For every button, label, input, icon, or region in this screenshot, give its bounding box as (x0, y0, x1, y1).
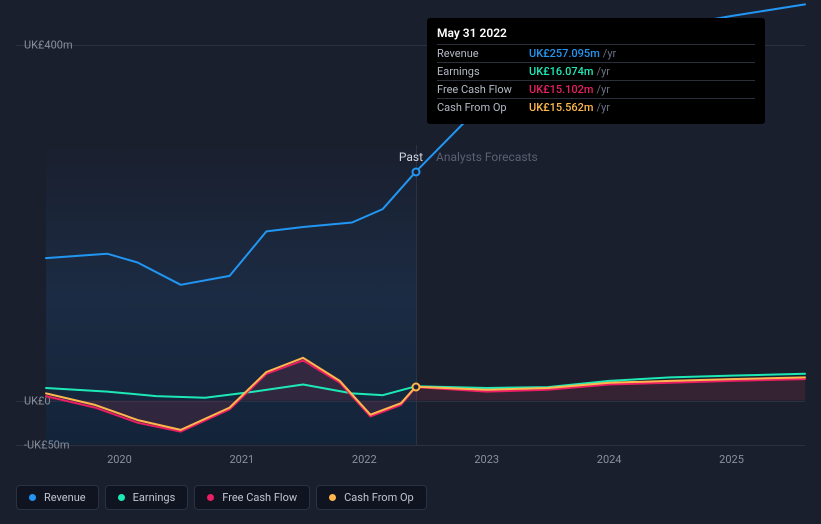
chart-container: UK£400mUK£0-UK£50m Past Analysts Forecas… (16, 0, 805, 524)
x-axis-label: 2021 (229, 453, 254, 466)
legend-item-label: Free Cash Flow (222, 491, 297, 504)
tooltip-row-unit: /yr (597, 101, 610, 114)
tooltip-row-label: Free Cash Flow (437, 83, 529, 96)
tooltip-row: Cash From OpUK£15.562m/yr (437, 98, 755, 116)
legend-item-label: Earnings (133, 491, 176, 504)
marker-revenue (411, 167, 420, 176)
legend-item-label: Cash From Op (344, 491, 414, 504)
legend-item-label: Revenue (44, 491, 86, 504)
tooltip-row: EarningsUK£16.074m/yr (437, 62, 755, 80)
tooltip-row-value: UK£15.562m (529, 101, 594, 114)
legend-dot-icon (29, 494, 36, 501)
tooltip-row-unit: /yr (597, 83, 610, 96)
y-gridline (16, 445, 805, 446)
tooltip-row-value: UK£15.102m (529, 83, 594, 96)
legend-item-earnings[interactable]: Earnings (105, 485, 189, 510)
x-axis-label: 2020 (107, 453, 132, 466)
legend-dot-icon (118, 494, 125, 501)
x-axis-label: 2022 (352, 453, 377, 466)
tooltip-row-unit: /yr (603, 47, 616, 60)
legend-item-fcf[interactable]: Free Cash Flow (194, 485, 310, 510)
tooltip-date: May 31 2022 (437, 26, 755, 44)
tooltip-row-label: Cash From Op (437, 101, 529, 114)
marker-cfo (411, 382, 420, 391)
legend-item-cfo[interactable]: Cash From Op (316, 485, 427, 510)
tooltip-row-label: Revenue (437, 47, 529, 60)
x-axis-label: 2025 (719, 453, 744, 466)
tooltip-row-value: UK£257.095m (529, 47, 600, 60)
tooltip-row-unit: /yr (597, 65, 610, 78)
tooltip-row-value: UK£16.074m (529, 65, 594, 78)
legend: Revenue Earnings Free Cash Flow Cash From O… (16, 485, 427, 510)
legend-dot-icon (207, 494, 214, 501)
x-axis-label: 2024 (597, 453, 622, 466)
legend-item-revenue[interactable]: Revenue (16, 485, 99, 510)
x-axis-label: 2023 (474, 453, 499, 466)
tooltip-row: RevenueUK£257.095m/yr (437, 44, 755, 62)
tooltip-row: Free Cash FlowUK£15.102m/yr (437, 80, 755, 98)
tooltip: May 31 2022 RevenueUK£257.095m/yrEarning… (427, 18, 765, 124)
tooltip-row-label: Earnings (437, 65, 529, 78)
legend-dot-icon (329, 494, 336, 501)
